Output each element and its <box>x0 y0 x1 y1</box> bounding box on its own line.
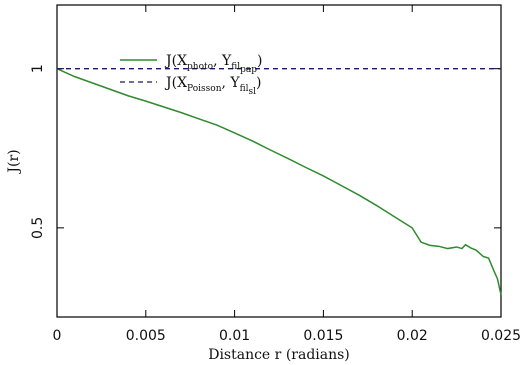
x-axis-ticks: 0 0.005 0.01 0.015 0.02 0.025 <box>53 5 521 344</box>
legend-entry-2: J(XPoisson, Yfilsl) <box>164 75 262 97</box>
legend: J(Xphoto, Yfilpap) J(XPoisson, Yfilsl) <box>120 53 262 97</box>
y-tick-label: 1 <box>30 64 46 73</box>
y-tick-label: 0.5 <box>30 217 46 239</box>
legend-entry-1: J(Xphoto, Yfilpap) <box>164 53 262 75</box>
plot-frame <box>56 4 502 318</box>
series-line-1 <box>56 67 502 295</box>
y-axis-ticks: 0.51 <box>30 64 501 239</box>
x-tick-label: 0.005 <box>126 328 166 344</box>
x-tick-label: 0.01 <box>219 328 250 344</box>
y-axis-title: J(r) <box>6 149 22 174</box>
x-tick-label: 0.025 <box>481 328 521 344</box>
x-tick-label: 0.015 <box>303 328 343 344</box>
x-axis-title: Distance r (radians) <box>208 347 350 363</box>
series-layer <box>56 67 502 295</box>
x-tick-label: 0.02 <box>397 328 428 344</box>
x-tick-label: 0 <box>53 328 62 344</box>
